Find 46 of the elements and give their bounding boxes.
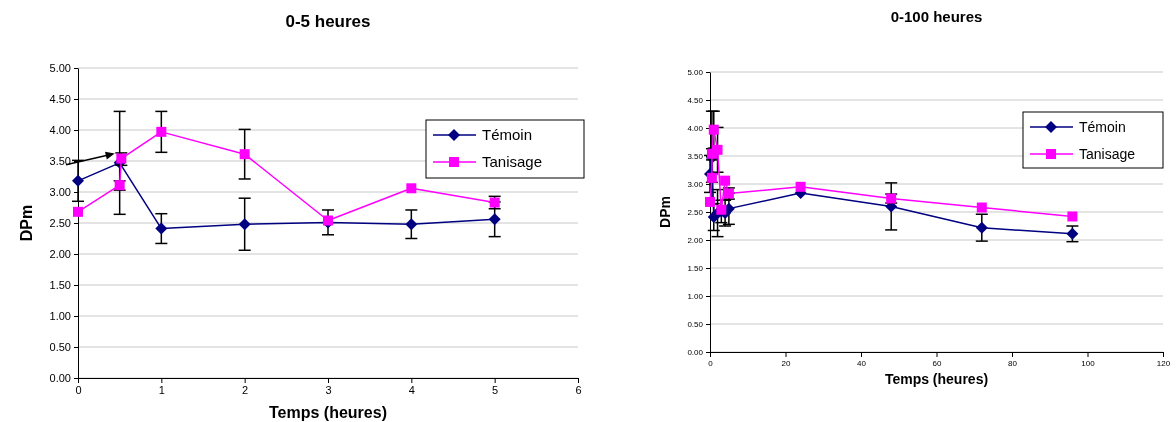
x-tick-label: 20 bbox=[781, 358, 791, 368]
y-tick-label: 3.00 bbox=[49, 186, 71, 199]
y-tick-label: 0.00 bbox=[687, 348, 704, 358]
y-tick-label: 1.50 bbox=[687, 264, 704, 274]
y-tick-label: 1.00 bbox=[687, 292, 704, 302]
y-tick-label: 5.00 bbox=[687, 68, 704, 78]
y-tick-label: 4.50 bbox=[49, 93, 71, 106]
y-tick-label: 1.00 bbox=[49, 310, 71, 323]
legend-label: Tanisage bbox=[482, 153, 543, 170]
x-tick-label: 0 bbox=[708, 358, 714, 368]
x-tick-label: 0 bbox=[75, 383, 82, 396]
y-tick-label: 5.00 bbox=[49, 62, 71, 75]
y-tick-label: 1.50 bbox=[49, 279, 71, 292]
x-tick-label: 80 bbox=[1008, 358, 1018, 368]
x-tick-label: 40 bbox=[857, 358, 867, 368]
x-tick-label: 4 bbox=[408, 383, 415, 396]
y-tick-label: 4.50 bbox=[687, 96, 704, 106]
chart-title: 0-5 heures bbox=[285, 12, 371, 31]
x-tick-label: 2 bbox=[242, 383, 249, 396]
legend-label: Tanisage bbox=[1079, 146, 1136, 162]
x-axis-title: Temps (heures) bbox=[884, 371, 989, 387]
x-tick-label: 60 bbox=[932, 358, 942, 368]
y-tick-label: 4.00 bbox=[687, 124, 704, 134]
y-axis-title: DPm bbox=[657, 196, 673, 228]
y-tick-label: 2.00 bbox=[49, 248, 71, 261]
y-tick-label: 3.50 bbox=[49, 155, 71, 168]
y-tick-label: 0.50 bbox=[49, 341, 71, 354]
legend-label: Témoin bbox=[1079, 119, 1126, 135]
y-tick-label: 4.00 bbox=[49, 124, 71, 137]
legend-label: Témoin bbox=[482, 126, 533, 143]
x-tick-label: 100 bbox=[1081, 358, 1096, 368]
y-tick-label: 3.00 bbox=[687, 180, 704, 190]
y-axis-title: DPm bbox=[18, 204, 35, 242]
x-tick-label: 120 bbox=[1156, 358, 1171, 368]
chart-title: 0-100 heures bbox=[890, 8, 983, 25]
y-tick-label: 2.50 bbox=[687, 208, 704, 218]
x-tick-label: 6 bbox=[575, 383, 582, 396]
x-tick-label: 1 bbox=[158, 383, 165, 396]
y-tick-label: 3.50 bbox=[687, 152, 704, 162]
x-axis-title: Temps (heures) bbox=[269, 404, 387, 421]
y-tick-label: 0.50 bbox=[687, 320, 704, 330]
x-tick-label: 3 bbox=[325, 383, 332, 396]
y-tick-label: 2.50 bbox=[49, 217, 71, 230]
x-tick-label: 5 bbox=[492, 383, 499, 396]
y-tick-label: 2.00 bbox=[687, 236, 704, 246]
y-tick-label: 0.00 bbox=[49, 372, 71, 385]
